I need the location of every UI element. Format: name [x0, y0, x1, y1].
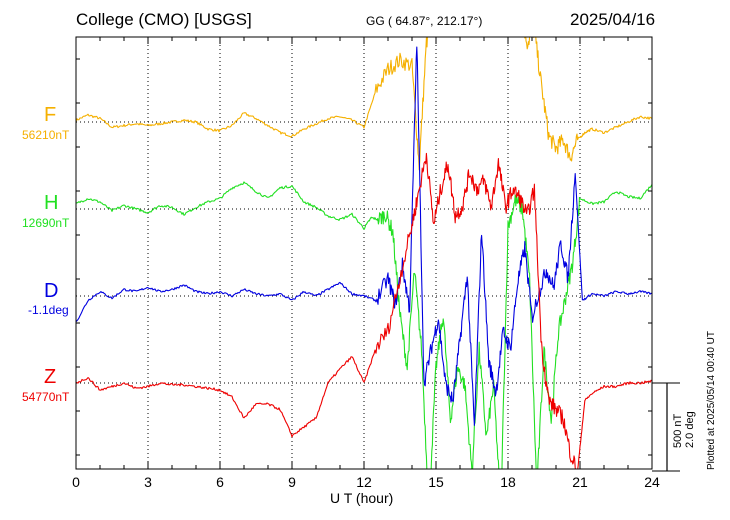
x-axis-label: U T (hour) [330, 490, 394, 506]
x-tick-label: 12 [356, 474, 372, 490]
x-tick-label: 15 [428, 474, 444, 490]
plotted-timestamp: Plotted at 2025/05/14 00:40 UT [706, 331, 717, 470]
grid [76, 37, 652, 469]
component-letter-h: H [44, 192, 59, 214]
component-letter-d: D [44, 280, 59, 302]
component-letter-f: F [44, 104, 57, 126]
x-tick-label: 21 [572, 474, 588, 490]
series-group [76, 37, 652, 469]
component-baseline-f: 56210nT [22, 128, 70, 142]
series-line-h [76, 181, 652, 469]
x-tick-label: 6 [216, 474, 224, 490]
date-label: 2025/04/16 [570, 10, 656, 29]
component-letter-z: Z [44, 366, 57, 388]
station-coordinates: GG ( 64.87°, 212.17°) [366, 14, 483, 28]
axes: 0 3 6 9 12 15 18 21 24 [72, 36, 680, 490]
x-tick-label: 24 [644, 474, 660, 490]
scale-label-nt: 500 nT [672, 413, 684, 448]
component-baseline-h: 12690nT [22, 216, 70, 230]
x-tick-label: 0 [72, 474, 80, 490]
series-line-z [76, 152, 652, 469]
scale-label-deg: 2.0 deg [684, 411, 696, 448]
station-title: College (CMO) [USGS] [76, 10, 252, 29]
x-tick-label: 3 [144, 474, 152, 490]
component-baseline-z: 54770nT [22, 390, 70, 404]
series-line-d [76, 46, 652, 426]
x-tick-label: 9 [288, 474, 296, 490]
component-baseline-d: -1.1deg [28, 303, 69, 317]
x-tick-label: 18 [500, 474, 516, 490]
